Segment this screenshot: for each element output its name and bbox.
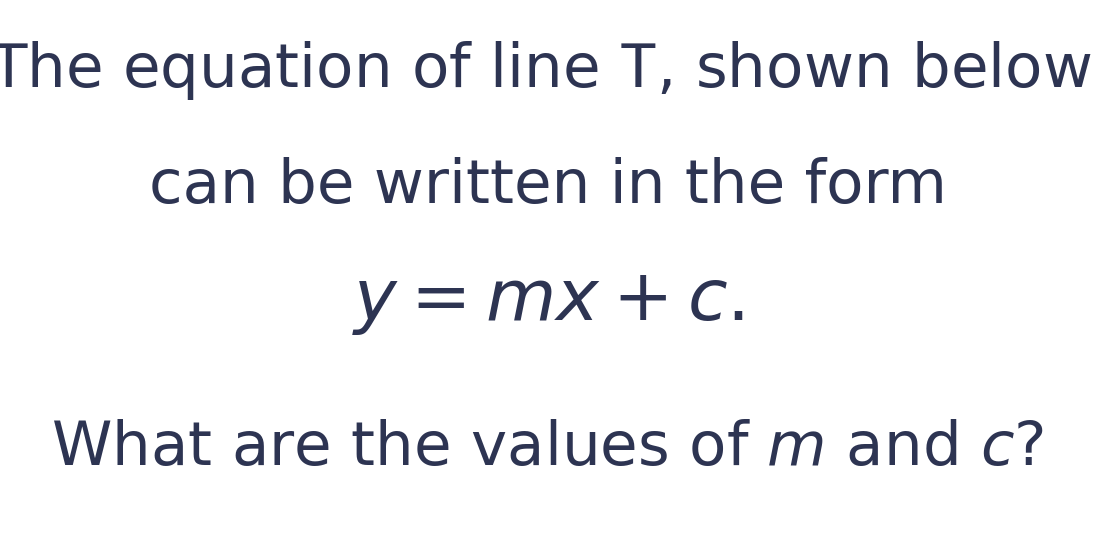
Text: can be written in the form: can be written in the form: [149, 157, 947, 216]
Text: The equation of line $\mathtt{T}$, shown below,: The equation of line $\mathtt{T}$, shown…: [0, 39, 1096, 102]
Text: $y = mx + c.$: $y = mx + c.$: [352, 268, 744, 337]
Text: What are the values of $m$ and $c$?: What are the values of $m$ and $c$?: [52, 419, 1044, 479]
